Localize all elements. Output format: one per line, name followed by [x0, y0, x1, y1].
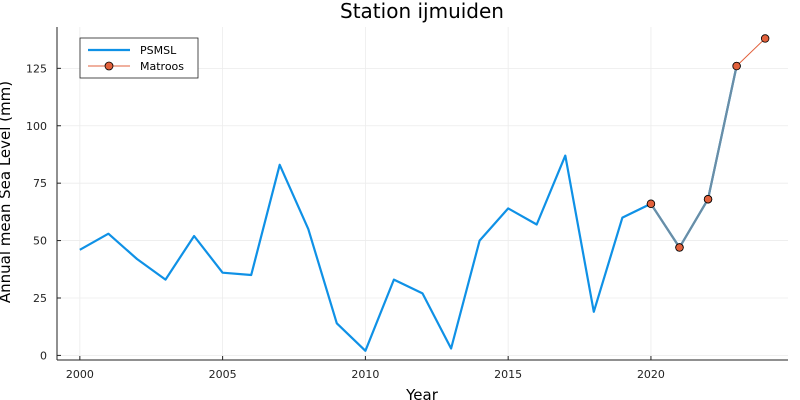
y-tick-label: 50 [33, 235, 47, 248]
y-axis-title: Annual mean Sea Level (mm) [0, 81, 14, 303]
x-tick-label: 2005 [209, 368, 237, 381]
legend: PSMSL Matroos [79, 37, 199, 79]
legend-marker-matroos [104, 61, 114, 71]
x-tick-label: 2000 [66, 368, 94, 381]
legend-label-matroos: Matroos [140, 60, 184, 73]
overlap-line [649, 65, 738, 249]
series-point-matroos [703, 195, 713, 204]
ticks: 2000 2005 2010 2015 2020 0 25 50 75 100 125 [26, 62, 665, 381]
x-tick-label: 2010 [351, 368, 379, 381]
y-tick-label: 75 [33, 177, 47, 190]
y-tick-label: 125 [26, 62, 47, 75]
legend-box [79, 37, 199, 79]
chart-title: Station ijmuiden [340, 0, 504, 23]
axes [56, 27, 788, 361]
series-line-psmsl [79, 65, 738, 352]
series-point-matroos [732, 61, 741, 71]
x-tick-label: 2015 [494, 368, 522, 381]
x-axis-title: Year [405, 386, 439, 400]
series-point-matroos [675, 243, 684, 252]
legend-label-psmsl: PSMSL [140, 44, 177, 57]
y-tick-label: 0 [40, 349, 47, 362]
series-point-matroos [760, 34, 770, 43]
grid [57, 27, 788, 360]
y-tick-label: 25 [33, 292, 47, 305]
x-tick-label: 2020 [637, 368, 665, 381]
y-tick-label: 100 [26, 120, 47, 133]
series-layer [79, 34, 770, 352]
series-point-matroos [646, 199, 656, 209]
